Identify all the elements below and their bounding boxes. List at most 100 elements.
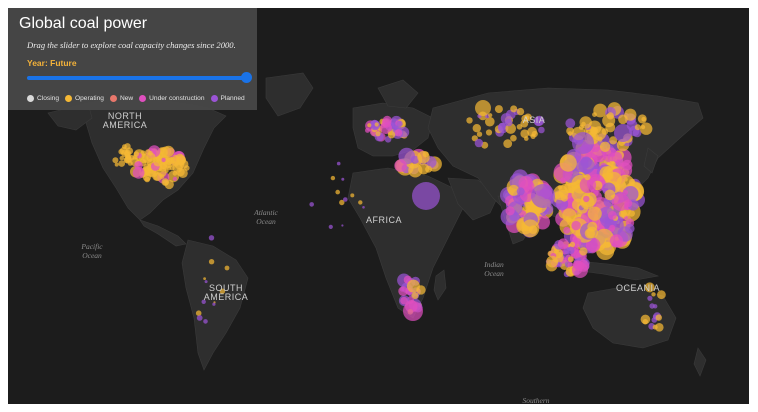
power-plant-marker[interactable] [525,115,530,120]
power-plant-marker[interactable] [587,206,602,221]
power-plant-marker[interactable] [609,234,624,248]
power-plant-marker[interactable] [520,119,529,128]
power-plant-marker[interactable] [328,224,333,229]
power-plant-marker[interactable] [201,299,206,304]
power-plant-marker[interactable] [642,319,648,325]
power-plant-marker[interactable] [144,169,151,176]
power-plant-marker[interactable] [474,138,484,148]
power-plant-marker[interactable] [403,301,423,321]
map-canvas[interactable]: NORTH AMERICA SOUTH AMERICA AFRICA ASIA … [8,8,749,404]
power-plant-marker[interactable] [557,238,569,250]
power-plant-marker[interactable] [417,150,430,164]
power-plant-marker[interactable] [572,262,588,278]
power-plant-marker[interactable] [622,189,629,196]
power-plant-marker[interactable] [410,155,419,164]
power-plant-marker[interactable] [520,129,529,138]
power-plant-marker[interactable] [161,157,166,163]
power-plant-marker[interactable] [476,131,483,137]
power-plant-marker[interactable] [343,197,348,202]
power-plant-marker[interactable] [641,125,646,130]
power-plant-marker[interactable] [510,134,517,142]
power-plant-marker[interactable] [644,282,655,293]
power-plant-marker[interactable] [166,166,171,171]
power-plant-marker[interactable] [649,303,655,309]
power-plant-marker[interactable] [412,182,440,210]
power-plant-marker[interactable] [637,114,647,124]
power-plant-marker[interactable] [475,100,491,116]
power-plant-marker[interactable] [153,156,164,167]
power-plant-marker[interactable] [508,184,520,196]
power-plant-marker[interactable] [619,209,627,218]
power-plant-marker[interactable] [498,122,506,131]
power-plant-marker[interactable] [224,265,230,271]
power-plant-marker[interactable] [132,166,145,179]
power-plant-marker[interactable] [606,172,614,180]
power-plant-marker[interactable] [505,118,513,127]
power-plant-marker[interactable] [608,211,617,220]
power-plant-marker[interactable] [579,116,592,129]
power-plant-marker[interactable] [375,131,381,137]
power-plant-marker[interactable] [203,277,207,280]
power-plant-marker[interactable] [472,124,481,133]
power-plant-marker[interactable] [567,131,573,136]
power-plant-marker[interactable] [406,279,420,293]
power-plant-marker[interactable] [604,189,616,201]
power-plant-marker[interactable] [524,136,529,141]
power-plant-marker[interactable] [569,241,576,248]
power-plant-marker[interactable] [176,167,185,177]
power-plant-marker[interactable] [560,177,567,184]
power-plant-marker[interactable] [112,157,119,164]
power-plant-marker[interactable] [367,123,372,128]
power-plant-marker[interactable] [579,176,597,194]
power-plant-marker[interactable] [505,206,515,216]
power-plant-marker[interactable] [134,161,143,170]
power-plant-marker[interactable] [601,128,609,135]
power-plant-marker[interactable] [208,235,215,241]
power-plant-marker[interactable] [411,292,419,300]
power-plant-marker[interactable] [510,105,518,113]
power-plant-marker[interactable] [651,292,656,297]
power-plant-marker[interactable] [146,152,156,162]
power-plant-marker[interactable] [609,136,618,145]
power-plant-marker[interactable] [579,247,588,256]
power-plant-marker[interactable] [592,112,597,117]
power-plant-marker[interactable] [494,105,503,114]
power-plant-marker[interactable] [400,296,408,305]
power-plant-marker[interactable] [580,156,592,168]
year-slider[interactable] [27,71,252,85]
power-plant-marker[interactable] [605,241,612,248]
power-plant-marker[interactable] [553,185,569,201]
power-plant-marker[interactable] [365,127,370,133]
power-plant-marker[interactable] [538,126,545,134]
power-plant-marker[interactable] [527,126,537,137]
power-plant-marker[interactable] [418,163,430,175]
power-plant-marker[interactable] [655,323,664,332]
power-plant-marker[interactable] [219,288,226,294]
power-plant-marker[interactable] [614,124,632,142]
power-plant-marker[interactable] [133,151,139,157]
power-plant-marker[interactable] [204,280,208,284]
power-plant-marker[interactable] [466,117,473,124]
power-plant-marker[interactable] [128,154,135,161]
power-plant-marker[interactable] [567,256,574,263]
power-plant-marker[interactable] [516,187,525,196]
power-plant-marker[interactable] [611,151,623,163]
power-plant-marker[interactable] [628,210,635,217]
power-plant-marker[interactable] [516,107,525,116]
power-plant-marker[interactable] [584,228,596,239]
power-plant-marker[interactable] [606,112,615,120]
power-plant-marker[interactable] [583,195,590,203]
power-plant-marker[interactable] [565,118,576,129]
power-plant-marker[interactable] [624,108,637,121]
power-plant-marker[interactable] [387,131,396,139]
power-plant-marker[interactable] [382,115,392,125]
power-plant-marker[interactable] [571,220,581,231]
power-plant-marker[interactable] [335,189,341,195]
power-plant-marker[interactable] [362,206,365,209]
slider-thumb[interactable] [241,72,252,83]
power-plant-marker[interactable] [398,286,408,297]
power-plant-marker[interactable] [531,184,555,208]
power-plant-marker[interactable] [330,175,336,181]
power-plant-marker[interactable] [374,122,379,127]
power-plant-marker[interactable] [358,200,363,205]
